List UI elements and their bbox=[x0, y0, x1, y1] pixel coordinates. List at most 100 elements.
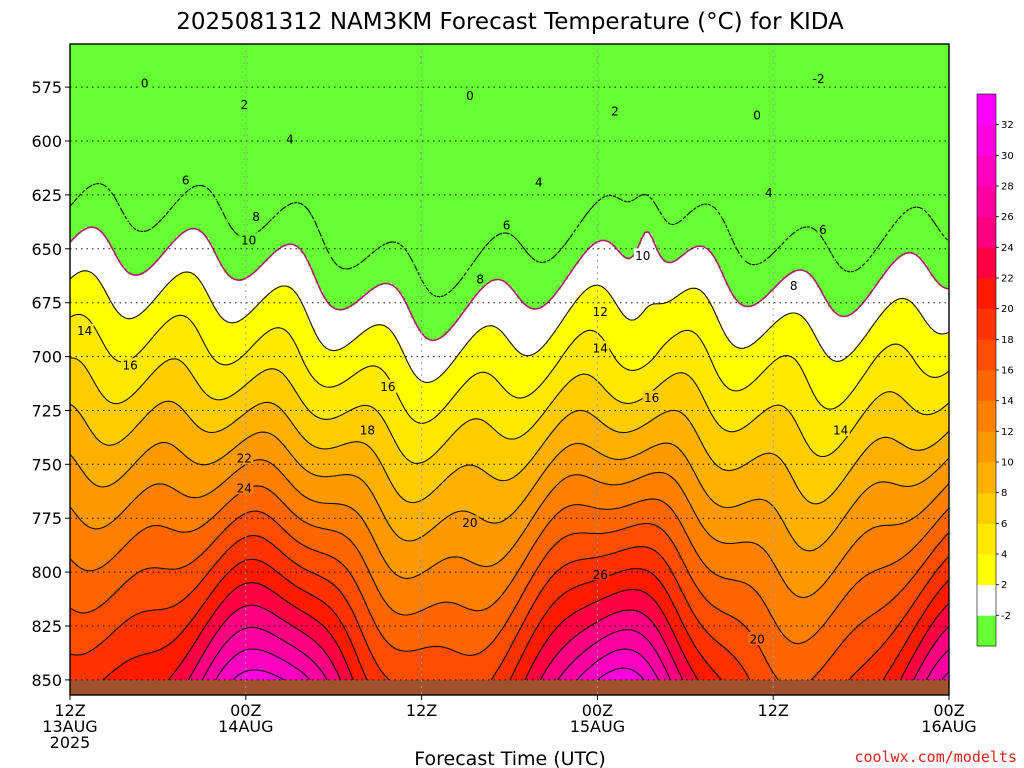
field-cell bbox=[663, 589, 668, 618]
field-cell bbox=[538, 350, 543, 386]
field-cell bbox=[293, 539, 298, 564]
field-cell bbox=[403, 500, 408, 541]
field-cell bbox=[498, 434, 503, 480]
field-cell bbox=[220, 44, 225, 267]
field-cell bbox=[864, 335, 869, 373]
field-cell bbox=[740, 582, 745, 625]
field-cell bbox=[483, 520, 489, 567]
field-cell bbox=[231, 634, 236, 659]
field-cell bbox=[601, 483, 606, 511]
field-cell bbox=[311, 378, 316, 416]
field-cell bbox=[586, 412, 591, 448]
field-cell bbox=[363, 330, 368, 368]
field-cell bbox=[139, 569, 144, 614]
field-cell bbox=[729, 291, 734, 345]
field-cell bbox=[780, 578, 785, 636]
field-cell bbox=[531, 393, 536, 427]
field-cell bbox=[165, 285, 170, 323]
field-cell bbox=[245, 276, 250, 317]
field-cell bbox=[553, 572, 558, 603]
field-cell bbox=[157, 44, 163, 258]
field-cell bbox=[758, 498, 763, 547]
field-cell bbox=[637, 44, 642, 245]
field-cell bbox=[612, 613, 617, 633]
field-cell bbox=[813, 335, 818, 399]
field-cell bbox=[300, 610, 305, 633]
field-cell bbox=[341, 565, 346, 597]
field-cell bbox=[912, 576, 917, 603]
field-cell bbox=[597, 382, 602, 422]
field-cell bbox=[157, 524, 163, 569]
field-cell bbox=[623, 669, 628, 683]
field-cell bbox=[505, 619, 510, 653]
field-cell bbox=[549, 548, 554, 577]
field-cell bbox=[630, 649, 635, 670]
field-cell bbox=[824, 580, 829, 623]
field-cell bbox=[677, 617, 683, 646]
field-cell bbox=[73, 235, 78, 276]
field-cell bbox=[333, 669, 338, 683]
field-cell bbox=[110, 403, 115, 446]
field-cell bbox=[798, 44, 803, 271]
field-cell bbox=[161, 647, 166, 683]
field-cell bbox=[927, 628, 932, 653]
field-cell bbox=[370, 578, 375, 618]
field-cell bbox=[322, 578, 327, 603]
field-cell bbox=[231, 423, 236, 450]
field-cell bbox=[659, 582, 664, 612]
field-cell bbox=[608, 242, 613, 295]
field-cell bbox=[135, 388, 141, 427]
field-cell bbox=[784, 526, 789, 586]
colorbar-swatch bbox=[977, 370, 996, 402]
field-cell bbox=[212, 253, 217, 308]
field-cell bbox=[337, 384, 342, 418]
contour-label: 10 bbox=[241, 234, 256, 248]
field-cell bbox=[557, 393, 562, 424]
field-cell bbox=[758, 44, 763, 302]
field-cell bbox=[824, 621, 829, 664]
field-cell bbox=[330, 447, 335, 478]
field-cell bbox=[626, 259, 631, 321]
field-cell bbox=[406, 309, 412, 366]
field-cell bbox=[220, 365, 225, 401]
field-cell bbox=[612, 246, 617, 302]
field-cell bbox=[146, 44, 152, 269]
field-cell bbox=[216, 363, 221, 401]
field-cell bbox=[242, 354, 247, 388]
source-credit[interactable]: coolwx.com/modelts bbox=[854, 748, 1017, 766]
field-cell bbox=[905, 522, 910, 556]
field-cell bbox=[751, 382, 756, 422]
field-cell bbox=[549, 490, 554, 521]
field-cell bbox=[286, 662, 291, 683]
field-cell bbox=[293, 563, 298, 586]
field-cell bbox=[209, 593, 214, 618]
field-cell bbox=[773, 565, 778, 623]
field-cell bbox=[231, 475, 236, 500]
field-cell bbox=[102, 602, 108, 642]
field-cell bbox=[271, 634, 276, 655]
field-cell bbox=[330, 44, 335, 308]
field-cell bbox=[912, 485, 917, 519]
field-cell bbox=[388, 330, 393, 381]
field-cell bbox=[769, 559, 774, 616]
field-cell bbox=[824, 408, 829, 457]
field-cell bbox=[648, 595, 653, 621]
field-cell bbox=[330, 386, 335, 420]
field-cell bbox=[469, 513, 474, 562]
field-cell bbox=[322, 554, 327, 580]
field-cell bbox=[117, 550, 122, 590]
field-cell bbox=[319, 647, 324, 672]
field-cell bbox=[824, 354, 829, 409]
field-cell bbox=[102, 565, 108, 603]
field-cell bbox=[879, 395, 884, 439]
field-cell bbox=[608, 457, 613, 485]
field-cell bbox=[780, 278, 785, 319]
field-cell bbox=[630, 567, 635, 590]
field-cell bbox=[135, 496, 141, 534]
field-cell bbox=[853, 628, 858, 674]
field-cell bbox=[820, 585, 825, 627]
field-cell bbox=[945, 432, 949, 461]
field-cell bbox=[710, 416, 716, 463]
field-cell bbox=[659, 414, 664, 444]
field-cell bbox=[190, 619, 196, 646]
